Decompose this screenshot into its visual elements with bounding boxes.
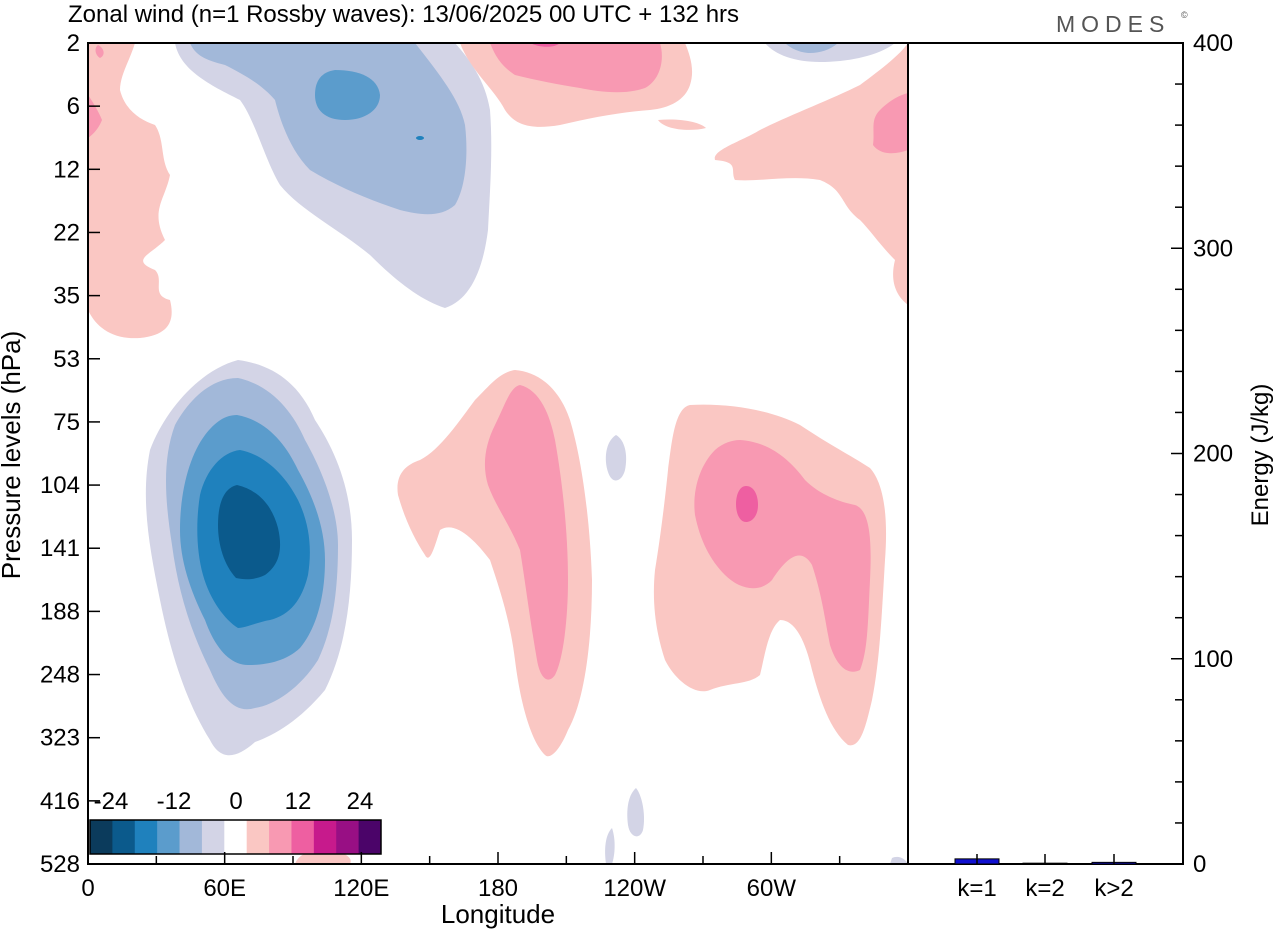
contour-pos-left-strip-top bbox=[95, 45, 104, 58]
y-tick-label: 528 bbox=[40, 851, 80, 878]
colorbar-label: 12 bbox=[285, 788, 312, 815]
brand-mark: © bbox=[1181, 10, 1188, 20]
x-tick-label: 0 bbox=[81, 875, 94, 902]
colorbar-swatch bbox=[90, 820, 113, 854]
colorbar-swatches bbox=[90, 820, 382, 854]
y-tick-label: 53 bbox=[53, 346, 80, 373]
x-tick-label: 120E bbox=[333, 875, 389, 902]
energy-bar-chart: k=1 k=2 k>2 0 100 200 300 400 Energy (J/kg) bbox=[907, 30, 1274, 902]
contour-pos-upper-mid-tail bbox=[658, 119, 706, 130]
x-tick-label: 60W bbox=[747, 875, 797, 902]
brand-logo: MODES bbox=[1056, 11, 1170, 37]
energy-x-axis: k=1 k=2 k>2 bbox=[957, 854, 1134, 902]
energy-x-tick-label: k=2 bbox=[1025, 875, 1064, 902]
x-tick-label: 60E bbox=[203, 875, 246, 902]
contour-neg-upper-right-level2 bbox=[785, 43, 838, 53]
colorbar-swatch bbox=[246, 820, 270, 854]
colorbar-swatch bbox=[157, 820, 181, 854]
colorbar-labels: -24 -12 0 12 24 bbox=[94, 788, 374, 815]
y-tick-label: 323 bbox=[40, 725, 80, 752]
energy-y-tick-label: 200 bbox=[1193, 441, 1233, 468]
contour-pos-left-strip bbox=[88, 43, 172, 339]
y-tick-label: 104 bbox=[40, 472, 80, 499]
colorbar: -24 -12 0 12 24 bbox=[89, 788, 382, 855]
y-axis: 2 6 12 22 35 53 75 104 141 188 248 323 416 528 bbox=[40, 30, 100, 878]
contour-neg-small-3 bbox=[605, 828, 615, 864]
x-axis-label: Longitude bbox=[441, 899, 555, 929]
contour-neg-upper-spot bbox=[416, 136, 424, 140]
energy-plot-frame bbox=[907, 42, 1184, 865]
contour-neg-upper-level3 bbox=[315, 70, 380, 120]
colorbar-swatch bbox=[112, 820, 136, 854]
energy-axis-label: Energy (J/kg) bbox=[1247, 384, 1274, 527]
contour-pos-upper-mid-level2 bbox=[490, 43, 662, 93]
x-tick-label: 180 bbox=[478, 875, 518, 902]
energy-y-tick-label: 400 bbox=[1193, 30, 1233, 57]
x-axis: 0 60E 120E 180 120W 60W bbox=[81, 852, 841, 902]
y-tick-label: 2 bbox=[67, 30, 80, 57]
colorbar-swatch bbox=[269, 820, 292, 854]
energy-x-tick-label: k=1 bbox=[957, 875, 996, 902]
y-axis-label: Pressure levels (hPa) bbox=[0, 331, 26, 580]
y-tick-label: 22 bbox=[53, 219, 80, 246]
y-tick-label: 188 bbox=[40, 598, 80, 625]
colorbar-frame bbox=[89, 819, 382, 855]
colorbar-swatch bbox=[291, 820, 315, 854]
contour-plot bbox=[88, 43, 908, 864]
contour-pos-upper-right-level1 bbox=[714, 43, 908, 305]
y-tick-label: 6 bbox=[67, 93, 80, 120]
contour-pos-mid-level2 bbox=[484, 385, 568, 680]
contour-neg-small-4 bbox=[890, 856, 908, 864]
colorbar-label: 0 bbox=[229, 788, 242, 815]
y-tick-label: 35 bbox=[53, 283, 80, 310]
contour-neg-upper-level2 bbox=[190, 43, 467, 215]
contour-pos-right-level3 bbox=[736, 486, 758, 522]
energy-x-tick-label: k>2 bbox=[1094, 875, 1133, 902]
colorbar-swatch bbox=[358, 820, 382, 854]
y-tick-label: 141 bbox=[40, 535, 80, 562]
energy-y-tick-label: 300 bbox=[1193, 235, 1233, 262]
colorbar-label: 24 bbox=[347, 788, 374, 815]
y-tick-label: 248 bbox=[40, 662, 80, 689]
x-tick-label: 120W bbox=[603, 875, 666, 902]
colorbar-swatch bbox=[201, 820, 225, 854]
colorbar-swatch bbox=[224, 820, 248, 854]
colorbar-label: -12 bbox=[157, 788, 192, 815]
y-tick-label: 75 bbox=[53, 409, 80, 436]
contour-neg-small-2 bbox=[627, 788, 645, 837]
contour-neg-lower-level5 bbox=[218, 485, 281, 580]
energy-y-tick-label: 100 bbox=[1193, 646, 1233, 673]
main-axes: 0 60E 120E 180 120W 60W 2 6 12 22 35 53 75 104 141 188… bbox=[0, 30, 909, 929]
colorbar-swatch bbox=[134, 820, 158, 854]
y-tick-label: 416 bbox=[40, 788, 80, 815]
colorbar-swatch bbox=[336, 820, 360, 854]
y-tick-label: 12 bbox=[53, 156, 80, 183]
contour-neg-small-1 bbox=[605, 435, 627, 481]
chart-title: Zonal wind (n=1 Rossby waves): 13/06/202… bbox=[68, 1, 739, 28]
energy-y-tick-label: 0 bbox=[1193, 851, 1206, 878]
contour-pos-upper-right-level2 bbox=[873, 93, 908, 154]
energy-y-axis: 0 100 200 300 400 bbox=[1171, 30, 1233, 878]
colorbar-swatch bbox=[179, 820, 203, 854]
colorbar-swatch bbox=[313, 820, 337, 854]
